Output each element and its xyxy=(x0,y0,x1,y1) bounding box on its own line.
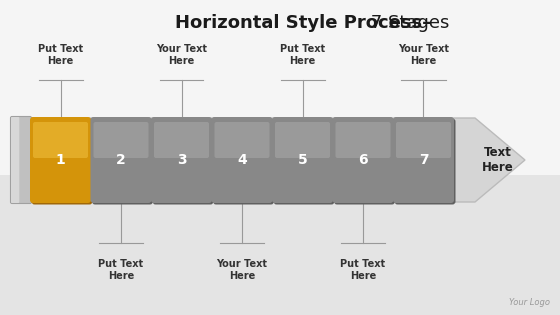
FancyBboxPatch shape xyxy=(335,122,390,158)
Text: 7: 7 xyxy=(419,153,428,167)
FancyBboxPatch shape xyxy=(152,118,213,204)
FancyBboxPatch shape xyxy=(154,122,209,158)
Text: Put Text
Here: Put Text Here xyxy=(340,259,386,281)
Text: 5: 5 xyxy=(297,153,307,167)
Text: Your Text
Here: Your Text Here xyxy=(217,259,268,281)
Text: Put Text
Here: Put Text Here xyxy=(280,44,325,66)
FancyBboxPatch shape xyxy=(214,122,269,158)
FancyBboxPatch shape xyxy=(0,0,560,175)
Polygon shape xyxy=(30,118,525,202)
FancyBboxPatch shape xyxy=(393,117,454,203)
Text: 3: 3 xyxy=(177,153,186,167)
FancyBboxPatch shape xyxy=(0,175,560,315)
FancyBboxPatch shape xyxy=(92,118,153,204)
FancyBboxPatch shape xyxy=(94,122,148,158)
Text: Your Logo: Your Logo xyxy=(509,298,550,307)
FancyBboxPatch shape xyxy=(396,122,451,158)
FancyBboxPatch shape xyxy=(272,117,333,203)
Text: Your Text
Here: Your Text Here xyxy=(398,44,449,66)
FancyBboxPatch shape xyxy=(273,118,334,204)
Text: Horizontal Style Process–: Horizontal Style Process– xyxy=(175,14,431,32)
Text: 1: 1 xyxy=(55,153,66,167)
FancyBboxPatch shape xyxy=(334,118,395,204)
Text: 4: 4 xyxy=(237,153,247,167)
Text: 6: 6 xyxy=(358,153,368,167)
FancyBboxPatch shape xyxy=(275,122,330,158)
FancyBboxPatch shape xyxy=(91,117,152,203)
FancyBboxPatch shape xyxy=(33,122,88,158)
FancyBboxPatch shape xyxy=(11,117,19,203)
FancyBboxPatch shape xyxy=(333,117,394,203)
FancyBboxPatch shape xyxy=(30,117,91,203)
FancyBboxPatch shape xyxy=(11,117,31,203)
Text: Put Text
Here: Put Text Here xyxy=(38,44,83,66)
FancyBboxPatch shape xyxy=(213,118,274,204)
FancyBboxPatch shape xyxy=(31,118,92,204)
Text: 2: 2 xyxy=(116,153,126,167)
Text: Text
Here: Text Here xyxy=(482,146,514,174)
FancyBboxPatch shape xyxy=(212,117,273,203)
Text: Your Text
Here: Your Text Here xyxy=(156,44,207,66)
FancyBboxPatch shape xyxy=(394,118,455,204)
FancyBboxPatch shape xyxy=(151,117,212,203)
Text: Put Text
Here: Put Text Here xyxy=(99,259,143,281)
Text: 7 Stages: 7 Stages xyxy=(365,14,449,32)
